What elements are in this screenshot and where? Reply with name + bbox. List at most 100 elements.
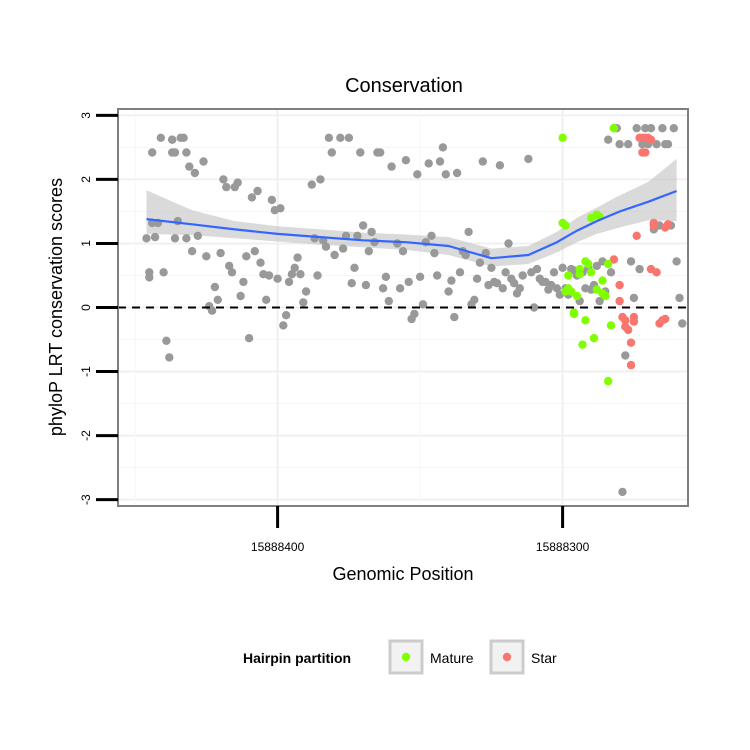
point-mature xyxy=(604,376,613,386)
point-star xyxy=(632,231,641,240)
point-other xyxy=(401,156,411,165)
point-other xyxy=(281,311,291,320)
point-other xyxy=(336,133,345,142)
point-other xyxy=(347,279,356,288)
point-mature xyxy=(569,308,579,317)
point-other xyxy=(381,272,391,281)
point-star xyxy=(626,360,636,370)
point-other xyxy=(509,279,519,288)
point-mature xyxy=(598,276,607,285)
point-other xyxy=(475,258,485,267)
point-other xyxy=(558,263,567,272)
point-other xyxy=(595,296,604,306)
point-other xyxy=(441,170,450,179)
point-other xyxy=(236,291,245,301)
point-other xyxy=(353,231,362,240)
y-axis-label: phyloP LRT conservation scores xyxy=(46,178,66,436)
point-other xyxy=(461,250,470,260)
point-other xyxy=(501,268,510,277)
point-other xyxy=(663,140,673,149)
point-other xyxy=(358,221,368,230)
point-other xyxy=(156,133,165,142)
x-axis-label: Genomic Position xyxy=(332,564,473,584)
point-other xyxy=(447,276,456,285)
point-other xyxy=(384,296,393,306)
point-other xyxy=(646,124,656,133)
point-other xyxy=(262,295,271,304)
point-other xyxy=(256,258,265,267)
legend-key-star xyxy=(502,652,512,662)
point-other xyxy=(404,277,413,287)
smooth-layer xyxy=(146,189,677,260)
x-axis: 15888400 15888300 xyxy=(251,506,590,554)
point-other xyxy=(495,161,505,170)
point-mature xyxy=(567,287,576,296)
points-layer xyxy=(142,124,687,497)
point-other xyxy=(190,168,200,178)
point-star xyxy=(663,220,673,229)
point-other xyxy=(344,133,354,142)
point-other xyxy=(433,271,442,280)
point-other xyxy=(193,231,202,240)
legend-title: Hairpin partition xyxy=(243,650,351,666)
point-other xyxy=(299,298,308,307)
point-other xyxy=(393,239,402,248)
point-mature xyxy=(575,270,584,279)
chart-title: Conservation xyxy=(345,75,463,97)
point-other xyxy=(364,247,373,256)
point-other xyxy=(185,162,194,171)
point-mature xyxy=(589,334,599,343)
confidence-band-layer xyxy=(146,158,677,267)
point-other xyxy=(264,271,274,280)
point-other xyxy=(207,306,217,315)
legend-label-star: Star xyxy=(531,650,557,666)
point-other xyxy=(250,247,259,256)
point-other xyxy=(615,140,624,149)
point-mature xyxy=(558,133,567,142)
point-other xyxy=(273,274,282,283)
point-other xyxy=(182,148,191,157)
point-other xyxy=(626,257,636,266)
point-other xyxy=(378,284,388,293)
point-other xyxy=(244,334,254,343)
point-other xyxy=(279,321,288,330)
point-other xyxy=(182,234,191,243)
point-other xyxy=(452,168,462,178)
point-other xyxy=(549,268,559,277)
point-other xyxy=(464,227,473,237)
point-other xyxy=(227,268,237,277)
point-other xyxy=(338,244,348,253)
point-other xyxy=(219,175,228,184)
point-star xyxy=(609,255,619,264)
point-star xyxy=(624,325,633,335)
point-other xyxy=(179,133,188,142)
point-other xyxy=(293,253,302,262)
point-mature xyxy=(578,340,587,349)
x-tick-label: 15888300 xyxy=(536,540,590,554)
point-other xyxy=(410,309,419,319)
point-star xyxy=(646,135,656,144)
point-other xyxy=(515,284,524,293)
point-star xyxy=(661,314,670,324)
series-other xyxy=(142,124,687,497)
point-other xyxy=(632,124,641,133)
plot-area xyxy=(117,108,689,507)
point-other xyxy=(424,159,433,168)
point-other xyxy=(187,247,197,256)
point-other xyxy=(287,270,297,279)
point-other xyxy=(518,271,527,280)
point-other xyxy=(242,252,251,261)
point-other xyxy=(370,238,379,247)
series-star xyxy=(609,133,673,370)
series-mature xyxy=(558,124,619,386)
point-other xyxy=(529,303,539,312)
point-other xyxy=(504,239,513,248)
point-star xyxy=(652,268,661,277)
point-other xyxy=(290,263,299,272)
point-other xyxy=(450,312,459,322)
point-other xyxy=(150,232,160,242)
point-other xyxy=(532,264,542,274)
point-mature xyxy=(584,259,593,269)
point-other xyxy=(524,154,533,164)
point-other xyxy=(376,148,385,157)
